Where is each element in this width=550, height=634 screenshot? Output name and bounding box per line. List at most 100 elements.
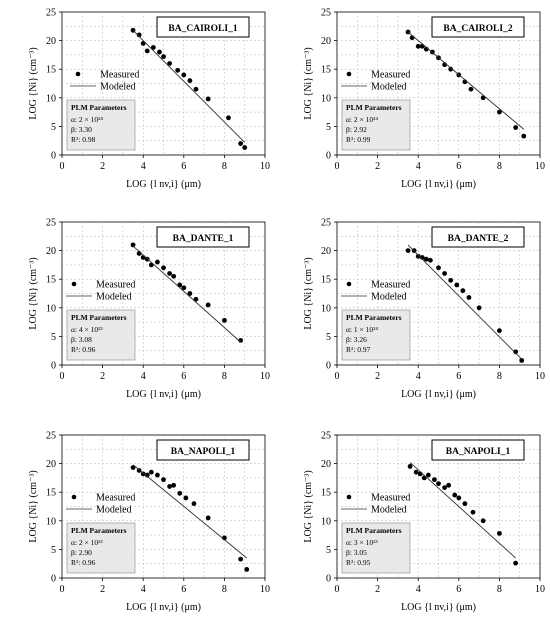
measured-point — [242, 145, 248, 150]
measured-point — [513, 560, 519, 566]
y-tick-label: 0 — [326, 361, 331, 372]
measured-point — [157, 49, 162, 55]
measured-point — [446, 482, 452, 488]
measured-point — [167, 484, 172, 489]
x-tick-label: 0 — [60, 584, 65, 595]
plm-parameters-box — [66, 522, 136, 574]
y-tick-label: 25 — [321, 8, 331, 19]
y-axis-label: LOG {Ni} (cm⁻³) — [303, 470, 314, 542]
y-tick-label: 5 — [51, 122, 56, 133]
x-tick-label: 10 — [260, 584, 270, 595]
x-axis-label: LOG {l nv,i} (μm) — [401, 389, 476, 400]
measured-point — [205, 96, 211, 102]
plm-parameter-alpha: α: 1 × 10²⁴ — [346, 325, 378, 334]
x-tick-label: 10 — [260, 371, 270, 382]
measured-point — [244, 567, 250, 572]
y-axis-label: LOG {Ni} (cm⁻³) — [28, 470, 39, 542]
plm-parameter-alpha: α: 2 × 10²⁴ — [346, 115, 378, 124]
y-axis-label: LOG {Ni} (cm⁻³) — [303, 47, 314, 119]
y-tick-label: 5 — [51, 545, 56, 556]
chart-title-box — [431, 439, 525, 461]
plm-parameters-heading: PLM Parameters — [71, 526, 127, 535]
x-tick-label: 6 — [181, 371, 186, 382]
legend-marker-measured — [71, 494, 77, 500]
measured-point — [187, 291, 193, 296]
modeled-line — [132, 464, 248, 559]
measured-point — [423, 256, 429, 262]
measured-point — [513, 125, 519, 130]
measured-point — [171, 482, 177, 488]
x-tick-label: 0 — [60, 161, 65, 172]
y-tick-label: 5 — [51, 332, 56, 343]
measured-point — [432, 477, 437, 483]
measured-point — [413, 469, 419, 475]
y-tick-label: 0 — [51, 574, 56, 585]
x-tick-label: 8 — [222, 161, 227, 172]
measured-point — [436, 481, 441, 487]
x-tick-label: 2 — [375, 161, 380, 172]
chart-panel-3: 0 5 10 15 20 25 0 2 4 6 8 10 LOG {l nv,i} (μm) LOG {N… — [28, 218, 270, 401]
x-axis-label: LOG {l nv,i} (μm) — [401, 179, 476, 190]
plm-parameters-heading: PLM Parameters — [346, 103, 402, 112]
measured-point — [191, 501, 197, 507]
measured-point — [193, 296, 199, 302]
y-tick-label: 10 — [321, 93, 331, 104]
measured-point — [155, 472, 160, 478]
y-tick-label: 15 — [321, 275, 331, 286]
plm-parameters-heading: PLM Parameters — [346, 313, 402, 322]
plm-parameter-r2: R²: 0.99 — [346, 135, 371, 144]
modeled-line — [132, 29, 246, 143]
x-tick-label: 4 — [416, 371, 421, 382]
plm-parameter-r2: R²: 0.95 — [346, 558, 371, 567]
x-tick-label: 8 — [497, 371, 502, 382]
measured-point — [155, 259, 160, 265]
measured-point — [419, 255, 425, 260]
measured-point — [161, 265, 166, 271]
x-tick-label: 6 — [456, 161, 461, 172]
x-tick-label: 10 — [535, 371, 545, 382]
x-tick-label: 4 — [416, 161, 421, 172]
measured-point — [466, 295, 472, 300]
y-tick-label: 25 — [46, 431, 56, 442]
plm-parameter-r2: R²: 0.96 — [71, 558, 96, 567]
plm-parameter-r2: R²: 0.97 — [346, 345, 371, 354]
x-tick-label: 8 — [497, 584, 502, 595]
legend-label-measured: Measured — [371, 493, 410, 504]
x-tick-label: 4 — [141, 161, 146, 172]
y-tick-label: 0 — [51, 361, 56, 372]
plm-parameters-box — [341, 99, 411, 151]
legend-label-modeled: Modeled — [100, 82, 136, 93]
x-tick-label: 4 — [416, 584, 421, 595]
plm-parameter-beta: β: 3.26 — [346, 335, 367, 344]
x-axis-label: LOG {l nv,i} (μm) — [126, 179, 201, 190]
y-tick-label: 5 — [326, 122, 331, 133]
plm-parameter-beta: β: 2.92 — [346, 125, 367, 134]
measured-point — [427, 257, 433, 263]
y-tick-label: 25 — [46, 8, 56, 19]
plm-parameters-heading: PLM Parameters — [71, 313, 127, 322]
measured-point — [480, 518, 486, 524]
legend-marker-measured — [75, 71, 81, 77]
measured-point — [140, 471, 146, 477]
measured-point — [167, 271, 172, 276]
chart-title-box — [156, 16, 250, 38]
x-tick-label: 0 — [60, 371, 65, 382]
chart-panel-2: 0 5 10 15 20 25 0 2 4 6 8 10 LOG {l nv,i} (μm) LOG {N… — [303, 8, 545, 191]
y-tick-label: 15 — [46, 488, 56, 499]
measured-point — [470, 509, 476, 515]
y-tick-label: 20 — [321, 246, 331, 257]
plm-parameters-heading: PLM Parameters — [346, 526, 402, 535]
plm-parameter-r2: R²: 0.96 — [71, 345, 96, 354]
legend-label-modeled: Modeled — [371, 82, 407, 93]
plm-parameters-box — [341, 522, 411, 574]
modeled-line — [409, 462, 516, 559]
plm-parameter-alpha: α: 2 × 10²³ — [71, 538, 103, 547]
x-tick-label: 0 — [335, 371, 340, 382]
x-tick-label: 8 — [497, 161, 502, 172]
measured-point — [171, 273, 177, 279]
measured-point — [454, 282, 460, 288]
measured-point — [462, 501, 468, 507]
measured-point — [513, 349, 519, 355]
y-tick-label: 20 — [321, 459, 331, 470]
x-tick-label: 6 — [456, 584, 461, 595]
